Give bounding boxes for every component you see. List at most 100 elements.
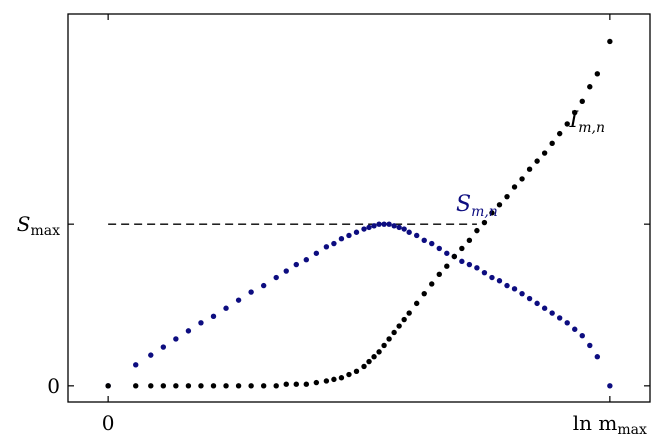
y-tick-label-1: Smax [17,212,60,239]
series-I-point-39 [466,237,473,244]
series-I-point-26 [381,342,387,349]
series-S-point-52 [564,320,570,326]
series-S-point-32 [413,232,420,239]
series-S-point-44 [504,282,510,289]
series-S-point-14 [293,261,299,268]
series-S-point-5 [185,328,192,334]
series-I-point-35 [436,271,442,277]
series-I-point-33 [421,290,427,297]
series-S-point-34 [429,240,435,247]
series-I-point-15 [303,381,310,387]
series-S-point-19 [338,236,345,242]
series-I-point-20 [346,371,352,378]
series-I-point-56 [594,71,601,77]
series-S-point-2 [148,352,154,358]
series-S-point-48 [534,300,540,307]
series-I-point-44 [504,193,510,200]
series-S-point-36 [444,250,450,256]
series-S-point-55 [587,342,593,349]
series-S-point-43 [496,278,503,284]
series-I-point-37 [451,253,458,260]
series-I-point-10 [248,383,254,389]
series-S-point-23 [366,224,372,231]
series-S-point-15 [303,257,310,263]
series-S-point-50 [549,310,555,316]
series-S-point-54 [579,333,585,339]
series-label-S: Sm,n [456,192,498,220]
series-I-point-45 [511,184,518,190]
series-I-point-4 [173,383,179,389]
series-S-point-8 [223,305,229,311]
series-I-point-19 [338,375,345,381]
series-S-point-46 [519,290,525,297]
series-S-point-7 [210,313,217,320]
series-S-point-41 [481,269,488,276]
series-I-point-5 [185,383,192,389]
series-I-point-54 [579,98,585,105]
series-I-point-50 [549,140,555,147]
series-I-point-49 [541,150,548,156]
series-S-point-11 [260,282,267,289]
series-S-point-39 [466,261,473,268]
series-I-point-7 [210,383,217,389]
series-I-point-23 [366,358,372,365]
series-I-point-12 [273,383,279,389]
series-I-point-34 [429,281,435,287]
series-S-point-4 [173,336,179,342]
series-I-point-27 [386,336,392,342]
series-I-point-38 [459,245,465,252]
series-I-point-36 [444,263,450,269]
series-I-point-14 [293,381,299,387]
series-I-point-48 [534,158,540,164]
series-S-point-49 [541,305,548,311]
series-S-point-17 [323,244,330,250]
series-I-point-30 [401,316,407,323]
series-S-point-6 [198,320,204,326]
series-I-point-22 [361,363,367,370]
axis-tick-labels: 0 ln mmax 0 Smax [17,212,647,438]
series-S-point-42 [489,274,495,281]
series-I-point-43 [496,202,503,208]
series-S-point-53 [572,326,578,332]
series-S-point-57 [607,383,613,389]
data-points [105,38,613,389]
series-S-point-38 [459,258,465,265]
series-S-point-40 [474,265,480,271]
axis-ticks [68,14,650,402]
series-I-point-53 [572,109,578,116]
series-S-point-35 [436,245,442,252]
series-I-point-41 [481,219,488,226]
series-labels: Sm,n Im,n [456,108,605,220]
series-I-point-25 [376,349,382,355]
series-I-point-17 [323,378,330,384]
series-S-point-20 [346,232,352,239]
series-S-point-9 [235,297,242,303]
series-S-point-31 [406,229,412,235]
series-I-point-21 [353,368,360,374]
series-S-point-30 [401,226,407,232]
series-S-point-10 [248,289,254,295]
series-S-point-12 [273,274,279,281]
series-I-point-9 [235,383,242,389]
series-S-point-25 [376,221,382,227]
series-I-point-46 [519,176,525,182]
series-I-point-1 [133,383,139,389]
series-I-point-0 [105,383,111,389]
series-S-point-26 [381,221,387,227]
series-I-point-2 [148,383,154,389]
series-I-point-51 [556,130,563,137]
series-S-point-3 [160,344,167,350]
series-I-point-11 [260,383,267,389]
series-I-point-16 [313,379,320,386]
series-S-point-21 [353,229,360,235]
series-label-I: Im,n [569,108,605,136]
series-I-point-29 [396,323,402,329]
series-I-point-6 [198,383,204,389]
series-I-point-8 [223,383,229,389]
series-S-point-16 [313,250,320,256]
series-I-point-28 [391,329,397,336]
series-I-point-47 [526,166,533,172]
series-I-point-24 [371,354,377,360]
x-tick-label-1: ln mmax [573,411,647,438]
